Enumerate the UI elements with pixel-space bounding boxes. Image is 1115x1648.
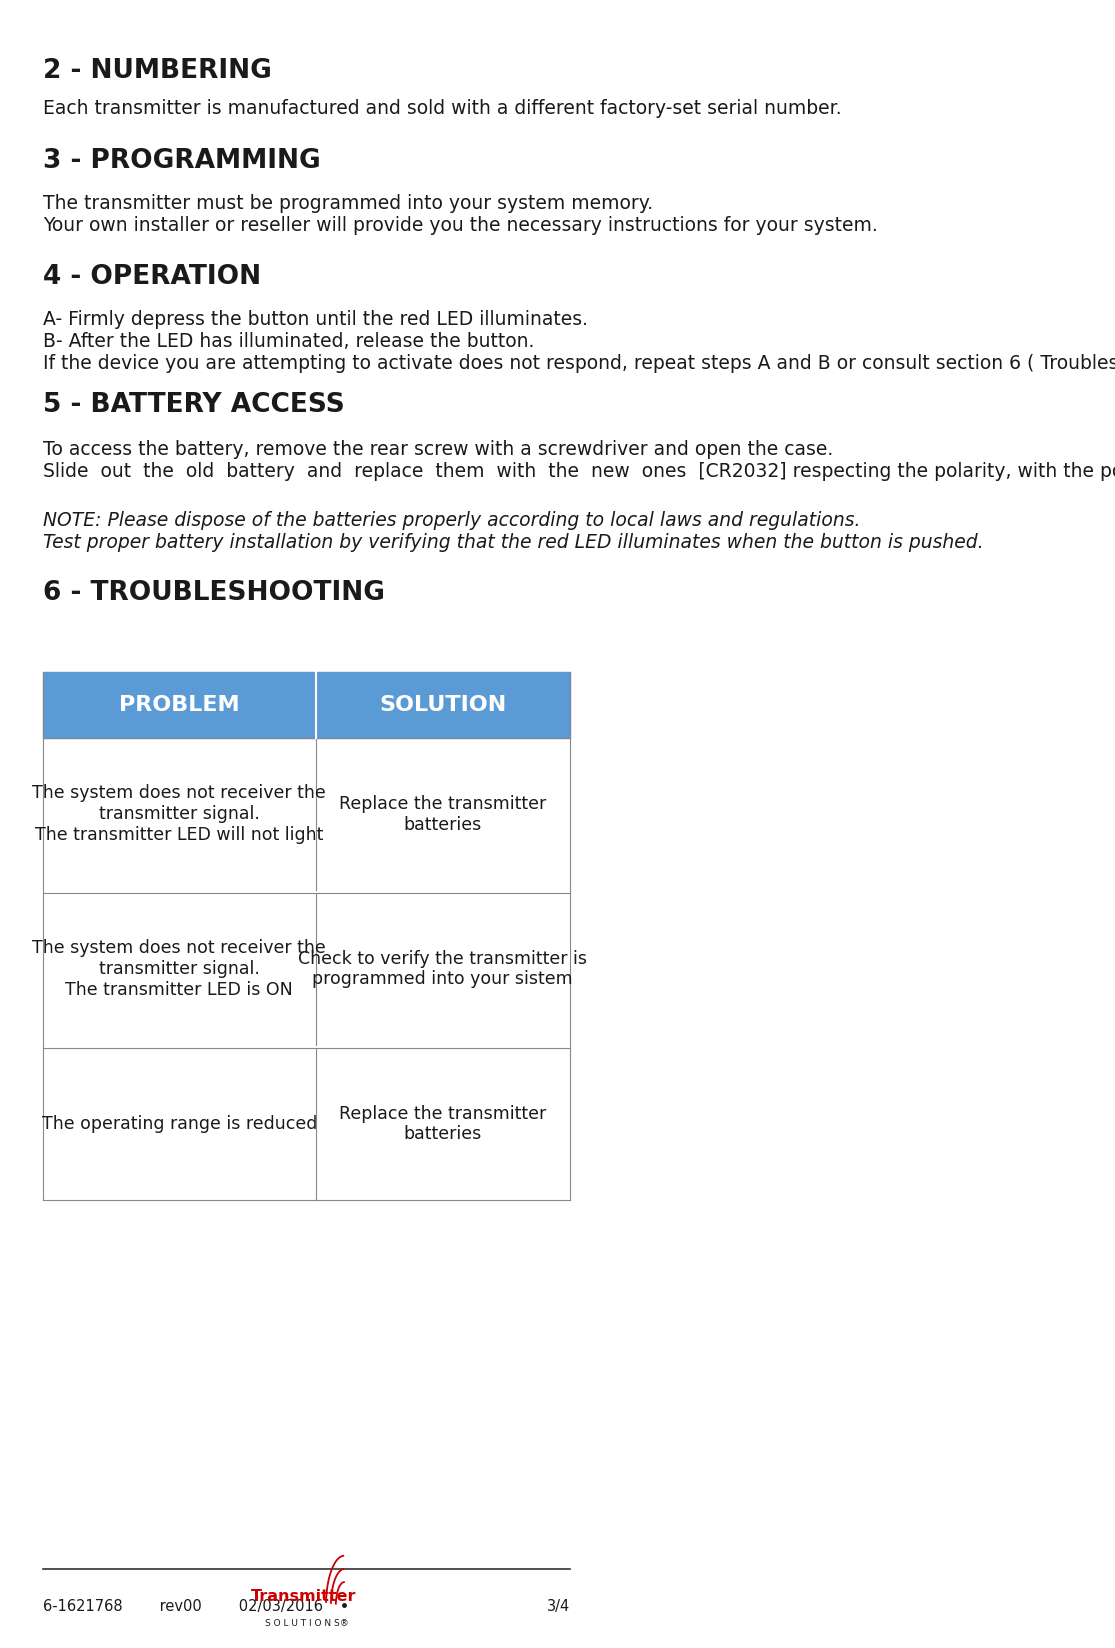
Text: PROBLEM: PROBLEM <box>119 695 240 715</box>
Text: 3 - PROGRAMMING: 3 - PROGRAMMING <box>42 148 321 175</box>
Text: 3/4: 3/4 <box>546 1599 570 1615</box>
Text: 6 - TROUBLESHOOTING: 6 - TROUBLESHOOTING <box>42 580 385 606</box>
Text: 2 - NUMBERING: 2 - NUMBERING <box>42 58 272 84</box>
Text: Check to verify the transmitter is
programmed into your sistem: Check to verify the transmitter is progr… <box>299 949 588 989</box>
Text: A- Firmly depress the button until the red LED illuminates.
B- After the LED has: A- Firmly depress the button until the r… <box>42 310 1115 372</box>
Text: 4 - OPERATION: 4 - OPERATION <box>42 264 261 290</box>
Text: Replace the transmitter
batteries: Replace the transmitter batteries <box>339 794 546 834</box>
Text: Each transmitter is manufactured and sold with a different factory-set serial nu: Each transmitter is manufactured and sol… <box>42 99 842 119</box>
Text: The system does not receiver the
transmitter signal.
The transmitter LED is ON: The system does not receiver the transmi… <box>32 939 327 999</box>
Text: The transmitter must be programmed into your system memory.
Your own installer o: The transmitter must be programmed into … <box>42 194 878 236</box>
Text: S O L U T I O N S®: S O L U T I O N S® <box>264 1618 348 1628</box>
Text: To access the battery, remove the rear screw with a screwdriver and open the cas: To access the battery, remove the rear s… <box>42 440 1115 481</box>
Text: Transmitter: Transmitter <box>251 1589 356 1605</box>
Text: Replace the transmitter
batteries: Replace the transmitter batteries <box>339 1104 546 1144</box>
Text: 5 - BATTERY ACCESS: 5 - BATTERY ACCESS <box>42 392 345 419</box>
Text: The operating range is reduced: The operating range is reduced <box>41 1116 317 1132</box>
Text: 6-1621768        rev00        02/03/2016: 6-1621768 rev00 02/03/2016 <box>42 1599 323 1615</box>
Text: NOTE: Please dispose of the batteries properly according to local laws and regul: NOTE: Please dispose of the batteries pr… <box>42 511 983 552</box>
Text: SOLUTION: SOLUTION <box>379 695 506 715</box>
Bar <box>42 672 570 738</box>
Text: The system does not receiver the
transmitter signal.
The transmitter LED will no: The system does not receiver the transmi… <box>32 784 327 844</box>
